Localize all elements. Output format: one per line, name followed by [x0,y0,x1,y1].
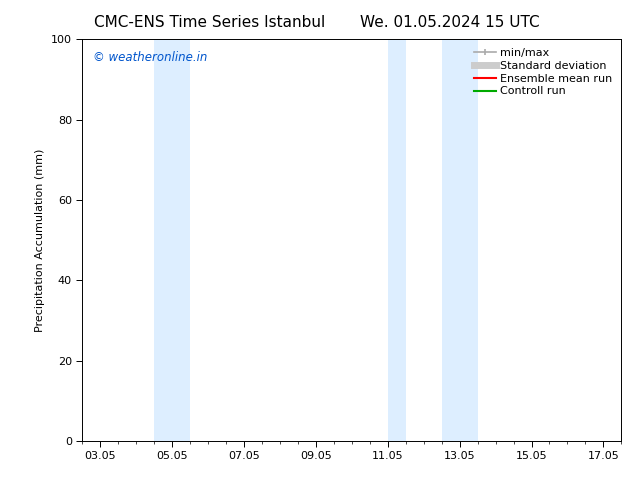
Text: CMC-ENS Time Series Istanbul: CMC-ENS Time Series Istanbul [94,15,325,30]
Text: We. 01.05.2024 15 UTC: We. 01.05.2024 15 UTC [360,15,540,30]
Text: © weatheronline.in: © weatheronline.in [93,51,207,64]
Y-axis label: Precipitation Accumulation (mm): Precipitation Accumulation (mm) [36,148,46,332]
Bar [154,39,190,441]
Legend: min/max, Standard deviation, Ensemble mean run, Controll run: min/max, Standard deviation, Ensemble me… [470,45,616,100]
Bar [388,39,406,441]
Bar [442,39,477,441]
